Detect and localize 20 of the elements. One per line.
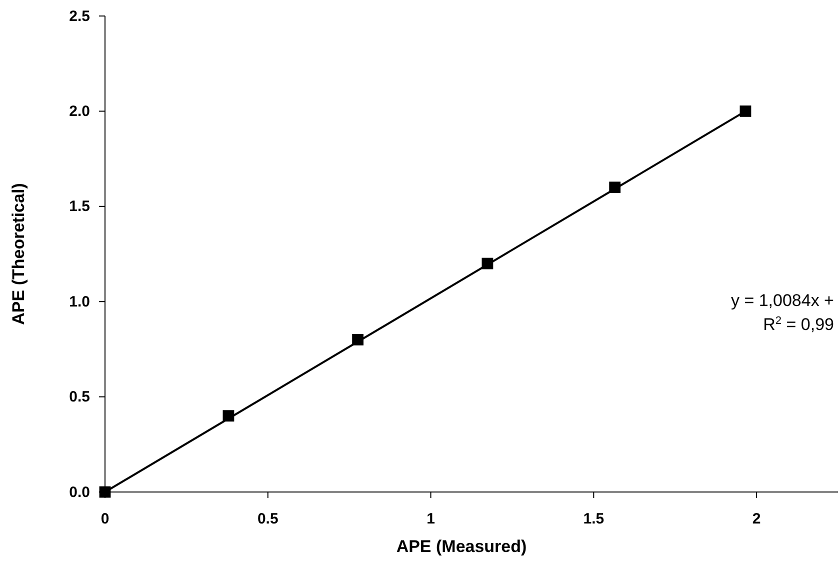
point: [609, 182, 621, 194]
x-tick-label: 1.5: [583, 510, 604, 528]
x-axis-title: APE (Measured): [396, 537, 527, 556]
x-tick-label: 2: [752, 510, 761, 528]
y-tick-label: 2.0: [69, 103, 90, 120]
point: [222, 410, 234, 422]
x-tick-label: 1: [426, 510, 435, 528]
y-tick-label: 1.0: [69, 293, 90, 310]
annotation: R$^{2}$ = 0,99: [763, 315, 834, 334]
x-tick-label: 0.5: [257, 510, 278, 528]
point: [740, 106, 752, 117]
y-tick-label: 0.5: [69, 388, 90, 406]
point: [352, 334, 364, 346]
point: [482, 258, 494, 270]
annotation: y = 1,0084x +: [730, 291, 834, 310]
y-axis-title: APE (Theoretical): [9, 183, 28, 325]
y-tick-label: 2.5: [69, 8, 90, 25]
y-tick-label: 0.0: [69, 484, 90, 501]
y-tick-label: 1.5: [69, 198, 90, 216]
x-tick-label: 0: [100, 510, 110, 528]
